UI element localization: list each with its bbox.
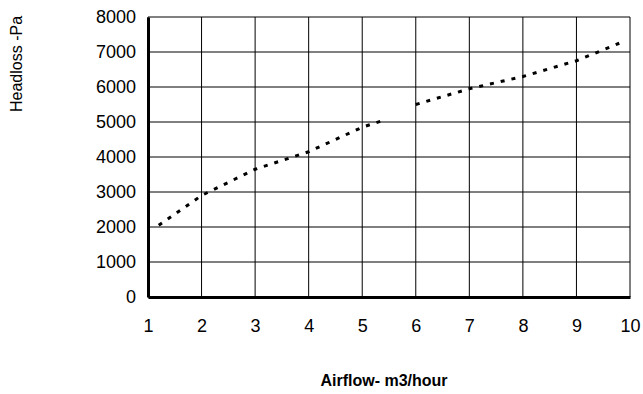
grid-line-y (148, 262, 630, 263)
x-axis-title: Airflow- m3/hour (320, 372, 447, 389)
y-tick-label: 3000 (96, 182, 136, 202)
y-tick: 4000 (96, 147, 148, 167)
x-tick: 1 (143, 297, 153, 336)
grid (148, 17, 630, 297)
x-tick: 4 (304, 297, 314, 336)
grid-line-y (148, 297, 630, 298)
grid-line-y (148, 227, 630, 228)
chart: 1 2 3 4 5 6 7 8 9 10 0 1000 2000 3000 4000 5000 6000 7000… (0, 0, 643, 394)
x-tick-label: 5 (358, 316, 368, 336)
y-tick: 6000 (96, 77, 148, 97)
grid-line-y (148, 192, 630, 193)
x-tick: 6 (411, 297, 421, 336)
y-tick-label: 8000 (96, 7, 136, 27)
x-tick-label: 2 (197, 316, 207, 336)
y-tick-label: 0 (126, 287, 136, 307)
x-tick: 3 (251, 297, 261, 336)
y-tick: 8000 (96, 7, 148, 27)
y-tick-label: 4000 (96, 147, 136, 167)
grid-line-x (148, 17, 149, 297)
x-tick-label: 3 (251, 316, 261, 336)
x-tick-label: 6 (411, 316, 421, 336)
y-tick-label: 6000 (96, 77, 136, 97)
y-axis-title: Headloss -Pa (8, 16, 25, 112)
x-tick: 8 (518, 297, 528, 336)
grid-line-y (148, 122, 630, 123)
y-tick-label: 1000 (96, 252, 136, 272)
y-tick: 7000 (96, 42, 148, 62)
x-tick: 2 (197, 297, 207, 336)
y-tick: 3000 (96, 182, 148, 202)
grid-line-y (148, 157, 630, 158)
y-axis-line (147, 18, 150, 298)
y-tick: 5000 (96, 112, 148, 132)
x-axis: 1 2 3 4 5 6 7 8 9 10 (143, 297, 640, 336)
y-tick-label: 5000 (96, 112, 136, 132)
data-line (159, 43, 620, 225)
x-tick-label: 10 (620, 316, 640, 336)
grid-line-y (148, 52, 630, 53)
series-group (159, 43, 620, 225)
x-tick-label: 4 (304, 316, 314, 336)
grid-line-y (148, 87, 630, 88)
grid-line-y (148, 17, 630, 18)
y-tick: 0 (126, 287, 148, 307)
y-tick: 1000 (96, 252, 148, 272)
x-axis-line (149, 296, 631, 299)
x-tick-label: 1 (143, 316, 153, 336)
plot-area: 1 2 3 4 5 6 7 8 9 10 0 1000 2000 3000 4000 5000 6000 7000… (96, 7, 641, 336)
y-tick-label: 2000 (96, 217, 136, 237)
x-tick-label: 8 (518, 316, 528, 336)
y-tick-label: 7000 (96, 42, 136, 62)
y-axis: 0 1000 2000 3000 4000 5000 6000 7000 8000 (96, 7, 149, 307)
x-tick: 5 (358, 297, 368, 336)
x-tick-label: 7 (465, 316, 475, 336)
x-tick-label: 9 (572, 316, 582, 336)
x-tick: 9 (572, 297, 582, 336)
x-tick: 10 (620, 297, 640, 336)
x-tick: 7 (465, 297, 475, 336)
y-tick: 2000 (96, 217, 148, 237)
